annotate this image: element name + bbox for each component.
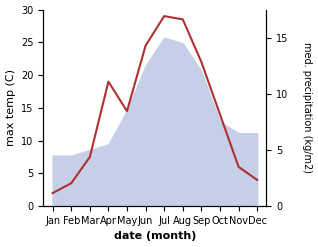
X-axis label: date (month): date (month) <box>114 231 196 242</box>
Y-axis label: med. precipitation (kg/m2): med. precipitation (kg/m2) <box>302 42 313 173</box>
Y-axis label: max temp (C): max temp (C) <box>5 69 16 146</box>
